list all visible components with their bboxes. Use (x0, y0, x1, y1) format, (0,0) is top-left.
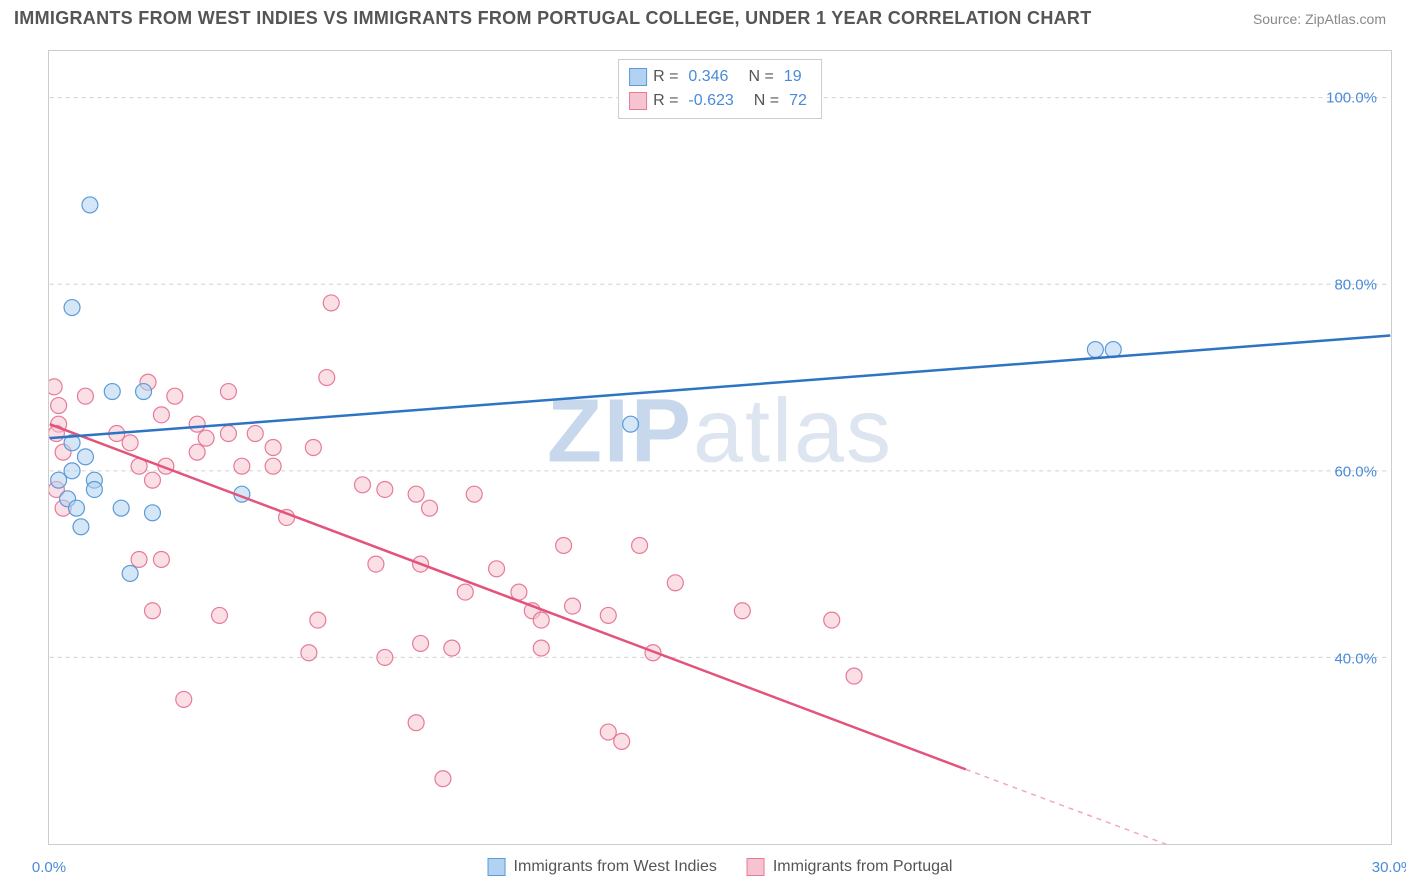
n-label: N = (754, 89, 779, 113)
legend-row-pink: R = -0.623 N = 72 (629, 89, 811, 113)
swatch-pink-icon (629, 92, 647, 110)
legend-label: Immigrants from Portugal (773, 858, 953, 876)
legend-label: Immigrants from West Indies (514, 858, 717, 876)
n-label: N = (748, 65, 773, 89)
y-tick-label: 80.0% (1334, 276, 1377, 293)
swatch-pink-icon (747, 858, 765, 876)
legend-correlation: R = 0.346 N = 19 R = -0.623 N = 72 (618, 59, 822, 119)
r-label: R = (653, 65, 678, 89)
chart-container: ZIPatlas R = 0.346 N = 19 R = -0.623 N =… (48, 50, 1392, 845)
swatch-blue-icon (629, 68, 647, 86)
n-value: 72 (789, 89, 807, 113)
plot-svg (49, 51, 1391, 844)
y-tick-label: 40.0% (1334, 650, 1377, 667)
y-tick-label: 100.0% (1326, 89, 1377, 106)
legend-series: Immigrants from West Indies Immigrants f… (488, 858, 953, 876)
legend-item-west-indies: Immigrants from West Indies (488, 858, 717, 876)
r-label: R = (653, 89, 678, 113)
x-tick-label: 30.0% (1372, 859, 1406, 876)
chart-header: IMMIGRANTS FROM WEST INDIES VS IMMIGRANT… (0, 0, 1406, 41)
n-value: 19 (784, 65, 802, 89)
r-value: 0.346 (688, 65, 728, 89)
y-tick-label: 60.0% (1334, 463, 1377, 480)
legend-item-portugal: Immigrants from Portugal (747, 858, 953, 876)
r-value: -0.623 (688, 89, 733, 113)
swatch-blue-icon (488, 858, 506, 876)
legend-row-blue: R = 0.346 N = 19 (629, 65, 811, 89)
x-tick-label: 0.0% (32, 859, 66, 876)
chart-source: Source: ZipAtlas.com (1253, 11, 1386, 27)
chart-title: IMMIGRANTS FROM WEST INDIES VS IMMIGRANT… (14, 8, 1092, 29)
